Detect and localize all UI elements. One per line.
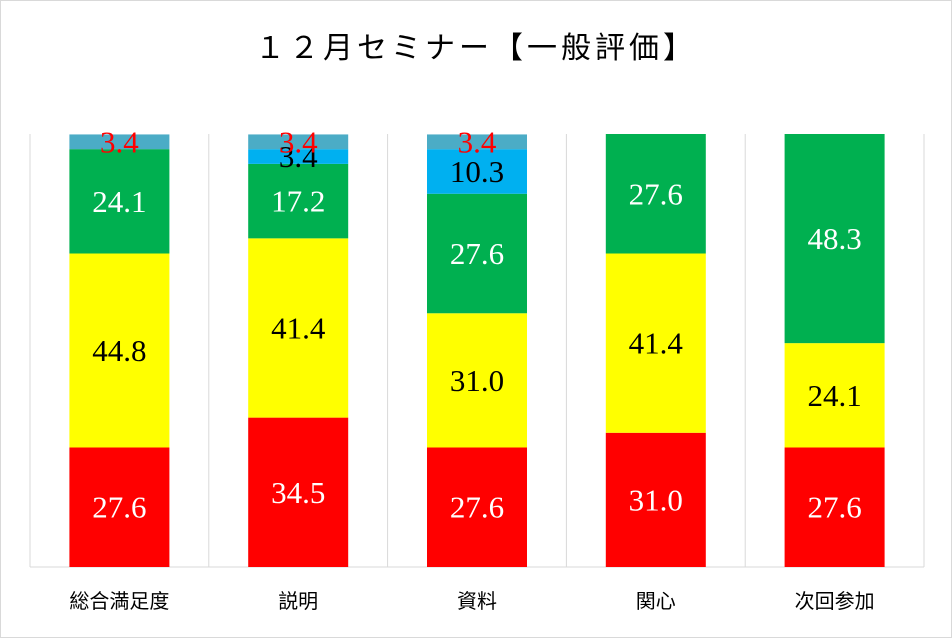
bar-segment: [427, 149, 527, 194]
bar-segment: [69, 253, 170, 448]
bar-segment: [605, 253, 706, 433]
category-label: 説明: [278, 589, 318, 613]
bar-segment: [605, 134, 706, 254]
data-labels: 27.644.824.13.434.541.417.23.43.427.631.…: [92, 124, 861, 524]
bar-segment: [69, 134, 170, 150]
bar-segment: [427, 134, 527, 150]
data-label: 3.4: [279, 139, 318, 174]
data-label: 3.4: [279, 124, 318, 159]
data-label: 10.3: [450, 154, 504, 189]
data-label: 24.1: [92, 184, 146, 219]
data-label: 31.0: [629, 482, 683, 517]
gridlines: [29, 134, 925, 568]
data-label: 17.2: [271, 184, 325, 219]
category-label: 関心: [636, 589, 676, 613]
data-label: 44.8: [92, 333, 146, 368]
category-label: 資料: [457, 589, 497, 613]
bar-segment: [248, 163, 349, 239]
data-label: 48.3: [807, 221, 861, 256]
bar-segment: [248, 417, 349, 567]
category-labels: 総合満足度 説明 資料 関心 次回参加: [69, 589, 874, 613]
bar-segment: [69, 447, 170, 567]
data-label: 41.4: [629, 326, 684, 361]
data-label: 41.4: [271, 310, 326, 345]
data-label: 34.5: [271, 475, 325, 510]
bars: [69, 134, 885, 567]
chart-title: １２月セミナー【一般評価】: [255, 31, 697, 66]
data-label: 3.4: [458, 124, 497, 159]
bar-segment: [605, 432, 706, 567]
data-label: 24.1: [807, 378, 861, 413]
category-label: 総合満足度: [69, 589, 169, 613]
category-label: 次回参加: [795, 589, 875, 613]
data-label: 31.0: [450, 363, 504, 398]
bar-segment: [784, 447, 885, 567]
bar-segment: [784, 134, 885, 344]
data-label: 27.6: [807, 490, 861, 525]
bar-segment: [427, 447, 527, 567]
data-label: 27.6: [629, 176, 683, 211]
bar-segment: [427, 193, 527, 314]
bar-segment: [248, 238, 349, 418]
data-label: 27.6: [450, 236, 504, 271]
bar-segment: [69, 149, 170, 254]
data-label: 27.6: [92, 490, 146, 525]
bar-segment: [248, 134, 349, 150]
bar-segment: [427, 313, 527, 448]
data-label: 3.4: [100, 124, 139, 159]
bar-segment: [248, 149, 349, 164]
data-label: 27.6: [450, 490, 504, 525]
bar-segment: [784, 343, 885, 448]
